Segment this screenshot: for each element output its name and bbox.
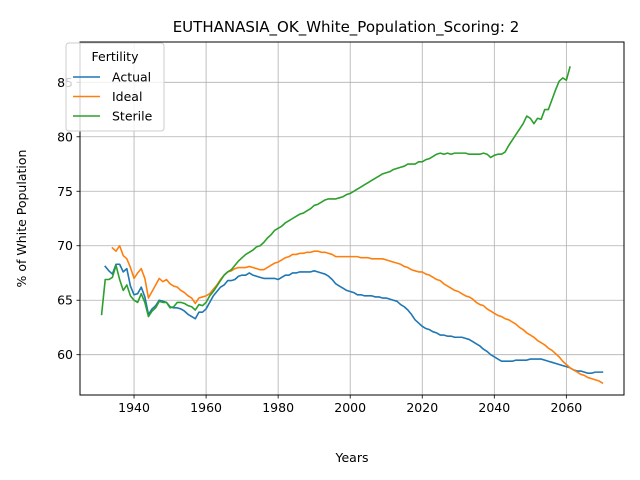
chart-title: EUTHANASIA_OK_White_Population_Scoring: … [173,18,520,37]
legend-label-ideal: Ideal [112,89,142,104]
x-tick-label: 1960 [190,400,222,415]
x-tick-label: 1940 [118,400,150,415]
series-line-actual [104,263,604,375]
y-tick-label: 65 [57,293,73,308]
x-tick-label: 2060 [550,400,582,415]
y-tick-label: 75 [57,184,73,199]
series-line-ideal [111,244,604,385]
x-axis-label: Years [335,450,369,465]
series-lines [100,66,604,385]
legend-title: Fertility [92,49,140,64]
y-tick-label: 60 [57,347,73,362]
legend: Fertility Actual Ideal Sterile [65,42,165,132]
x-tick-label: 1980 [262,400,294,415]
x-axis-ticks: 1940 1960 1980 2000 2020 2040 2060 [118,395,582,415]
legend-label-sterile: Sterile [112,109,153,124]
legend-entries: Actual Ideal Sterile [73,70,153,124]
y-tick-label: 70 [57,238,73,253]
series-line-sterile [100,66,571,318]
y-tick-label: 80 [57,129,73,144]
x-tick-label: 2000 [334,400,366,415]
plot-frame [79,41,625,396]
y-axis-label: % of White Population [14,150,29,288]
legend-label-actual: Actual [112,70,151,85]
grid [80,42,624,395]
legend-box [65,42,165,132]
x-tick-label: 2040 [478,400,510,415]
x-tick-label: 2020 [406,400,438,415]
